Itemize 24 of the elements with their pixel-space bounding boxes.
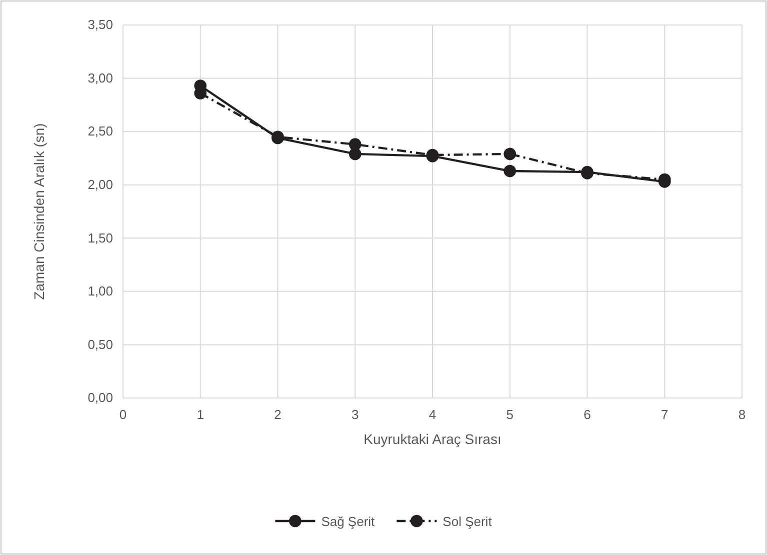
y-axis-title: Zaman Cinsinden Aralık (sn)	[31, 123, 47, 300]
legend-label: Sol Şerit	[442, 514, 492, 529]
y-tick-label: 1,00	[88, 284, 113, 299]
y-tick-label: 1,50	[88, 230, 113, 246]
y-tick-label: 0,00	[88, 390, 113, 406]
point	[504, 148, 516, 160]
point	[504, 164, 516, 178]
x-tick-label: 1	[196, 407, 204, 422]
y-tick-label: 2,50	[88, 124, 113, 139]
y-tick-label: 3,00	[88, 70, 113, 86]
x-tick-label: 6	[584, 407, 591, 422]
y-tick-label: 2,00	[88, 177, 113, 192]
legend-label: Sağ Şerit	[321, 514, 376, 529]
x-axis-title: Kuyruktaki Araç Sırası	[364, 431, 502, 447]
y-tick-label: 3,50	[88, 17, 113, 32]
x-tick-label: 7	[661, 407, 668, 422]
x-tick-label: 4	[428, 407, 436, 422]
x-tick-label: 2	[274, 407, 282, 422]
x-tick-label: 3	[352, 407, 359, 422]
x-tick-label: 8	[738, 407, 746, 422]
point	[348, 138, 362, 151]
y-tick-label: 0,50	[88, 336, 113, 352]
x-tick-label: 0	[119, 407, 127, 422]
x-tick-label: 5	[506, 407, 514, 422]
